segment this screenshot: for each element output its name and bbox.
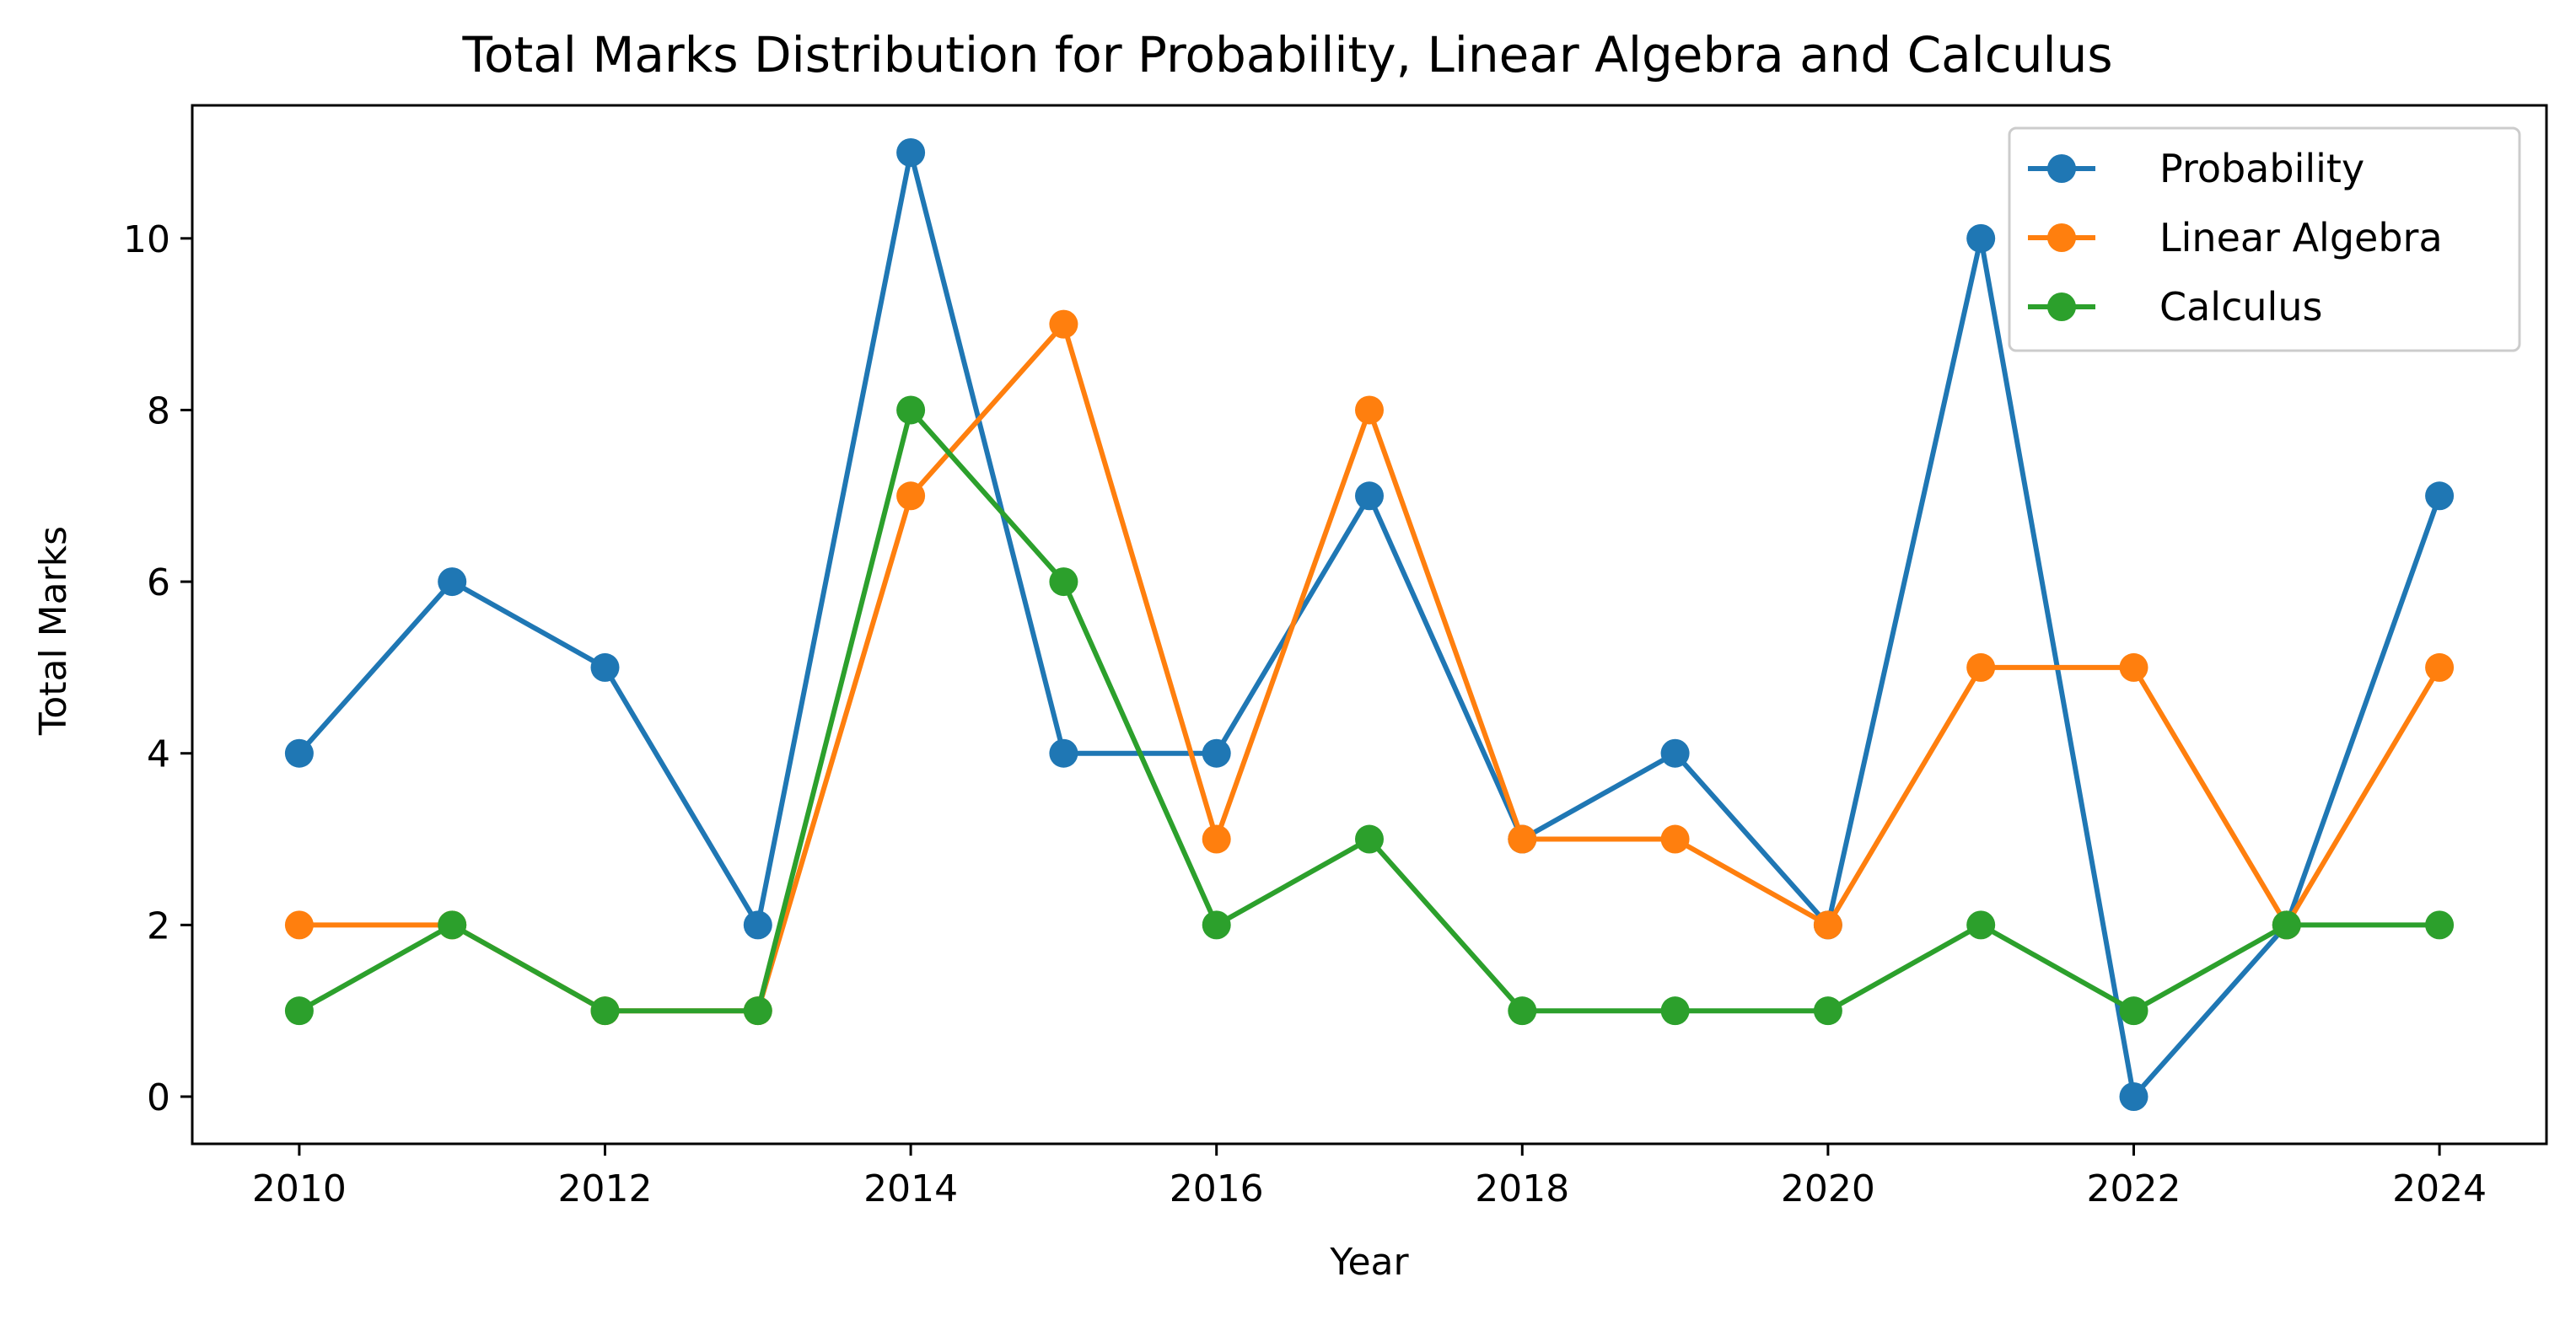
legend-item: Linear Algebra (2028, 215, 2443, 260)
legend-item: Probability (2028, 146, 2364, 191)
data-point (284, 996, 314, 1026)
data-point (1508, 824, 1537, 854)
data-point (1355, 395, 1384, 425)
data-point (1355, 481, 1384, 511)
data-point (2425, 910, 2455, 940)
data-point (1202, 738, 1231, 768)
data-point (2425, 481, 2455, 511)
data-point (1049, 567, 1078, 597)
data-point (1660, 996, 1690, 1026)
y-tick-label: 8 (147, 389, 170, 432)
data-point (2119, 1082, 2148, 1111)
data-point (1660, 824, 1690, 854)
data-point (1966, 652, 1996, 682)
x-tick-label: 2020 (1781, 1167, 1875, 1210)
data-point (1049, 738, 1078, 768)
data-point (2425, 652, 2455, 682)
data-point (1813, 996, 1842, 1026)
data-point (2119, 996, 2148, 1026)
data-point (590, 652, 620, 682)
data-point (896, 395, 926, 425)
legend-marker (2047, 223, 2076, 252)
data-point (1508, 996, 1537, 1026)
legend-marker (2047, 154, 2076, 183)
data-point (1966, 223, 1996, 253)
data-point (1966, 910, 1996, 940)
x-tick-label: 2014 (863, 1167, 958, 1210)
legend-box (2008, 126, 2521, 352)
data-point (1813, 910, 1842, 940)
x-tick-label: 2024 (2392, 1167, 2487, 1210)
legend-label: Probability (2159, 146, 2364, 191)
legend-label: Linear Algebra (2159, 215, 2443, 260)
data-point (2119, 652, 2148, 682)
data-point (1202, 910, 1231, 940)
data-point (590, 996, 620, 1026)
x-tick-label: 2022 (2087, 1167, 2181, 1210)
data-point (438, 910, 467, 940)
data-point (743, 910, 772, 940)
x-tick-label: 2010 (252, 1167, 347, 1210)
data-point (284, 910, 314, 940)
y-tick-label: 2 (147, 904, 170, 947)
legend: Probability Linear Algebra Calculus (2008, 126, 2521, 352)
plot-frame (191, 104, 2548, 1146)
data-point (1660, 738, 1690, 768)
data-point (896, 138, 926, 167)
y-tick-label: 0 (147, 1076, 170, 1119)
data-point (438, 567, 467, 597)
legend-item: Calculus (2028, 284, 2322, 330)
data-point (2272, 910, 2301, 940)
plot-area: 2010 2012 2014 2016 2018 2020 2022 2024 0 2 4 6 8 10 (123, 104, 2548, 1210)
data-point (1202, 824, 1231, 854)
chart-title: Total Marks Distribution for Probability… (461, 26, 2112, 83)
y-tick-label: 6 (147, 561, 170, 604)
data-point (896, 481, 926, 511)
x-tick-label: 2018 (1475, 1167, 1569, 1210)
data-point (284, 738, 314, 768)
data-point (1049, 309, 1078, 339)
y-tick-label: 4 (147, 733, 170, 776)
series-line (298, 321, 2442, 1014)
x-tick-label: 2016 (1170, 1167, 1264, 1210)
data-point (1355, 824, 1384, 854)
y-axis-label: Total Marks (32, 526, 75, 736)
legend-marker (2047, 292, 2076, 321)
x-axis-label: Year (1329, 1241, 1409, 1284)
x-tick-label: 2012 (558, 1167, 653, 1210)
data-point (743, 996, 772, 1026)
series-calculus (284, 395, 2455, 1026)
legend-label: Calculus (2159, 284, 2322, 330)
y-tick-label: 10 (123, 218, 170, 261)
